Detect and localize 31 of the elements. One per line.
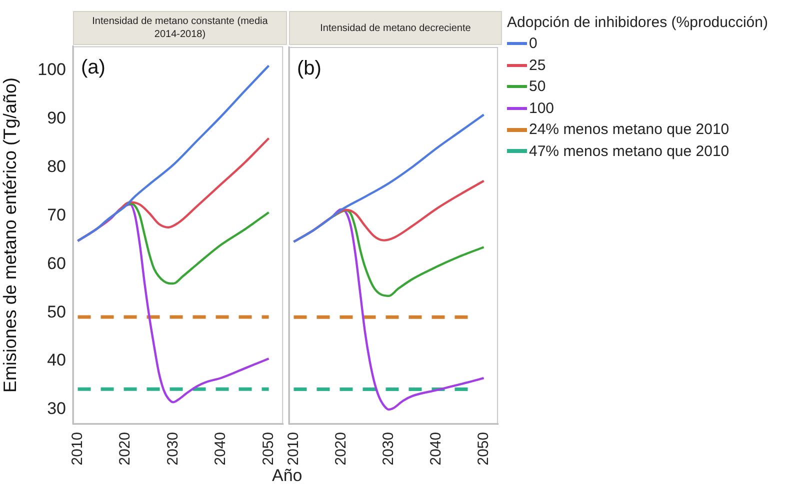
y-tick-label: 30 [47, 399, 66, 418]
x-tick-label: 2020 [116, 432, 134, 466]
chart-title: Intensidad de metano decreciente [289, 11, 502, 45]
x-tick-label: 2010 [68, 432, 86, 466]
y-axis-title: Emisiones de metano entérico (Tg/año) [0, 78, 20, 393]
legend-label: 24% menos metano que 2010 [529, 121, 730, 138]
y-tick-label: 90 [47, 108, 66, 128]
y-tick-label: 70 [47, 205, 66, 224]
legend-label: 100 [529, 100, 554, 117]
y-tick-label: 60 [47, 254, 66, 273]
x-tick-label: 2020 [332, 432, 350, 466]
y-tick-label: 40 [47, 350, 66, 370]
annotation: (b) [297, 58, 322, 80]
y-tick-label: 50 [47, 302, 66, 322]
legend-label: 25 [529, 56, 546, 74]
legend-label: 0 [529, 35, 538, 52]
legend-label: 47% menos metano que 2010 [529, 142, 730, 160]
x-axis-title: Año [272, 466, 302, 486]
x-tick-label: 2050 [260, 432, 277, 466]
annotation: (a) [81, 56, 106, 79]
legend-label: 50 [529, 78, 546, 96]
y-tick-label: 100 [38, 60, 66, 80]
x-tick-label: 2030 [380, 432, 397, 466]
x-tick-label: 2010 [284, 432, 302, 466]
chart-title: Intensidad de metano constante (media 2014-2018) [73, 11, 287, 45]
legend-title: Adopción de inhibidores (%producción) [507, 14, 768, 31]
x-tick-label: 2040 [212, 432, 230, 466]
x-tick-label: 2030 [164, 432, 182, 466]
y-tick-label: 80 [47, 156, 66, 176]
x-tick-label: 2040 [427, 432, 444, 466]
x-tick-label: 2050 [474, 432, 492, 466]
